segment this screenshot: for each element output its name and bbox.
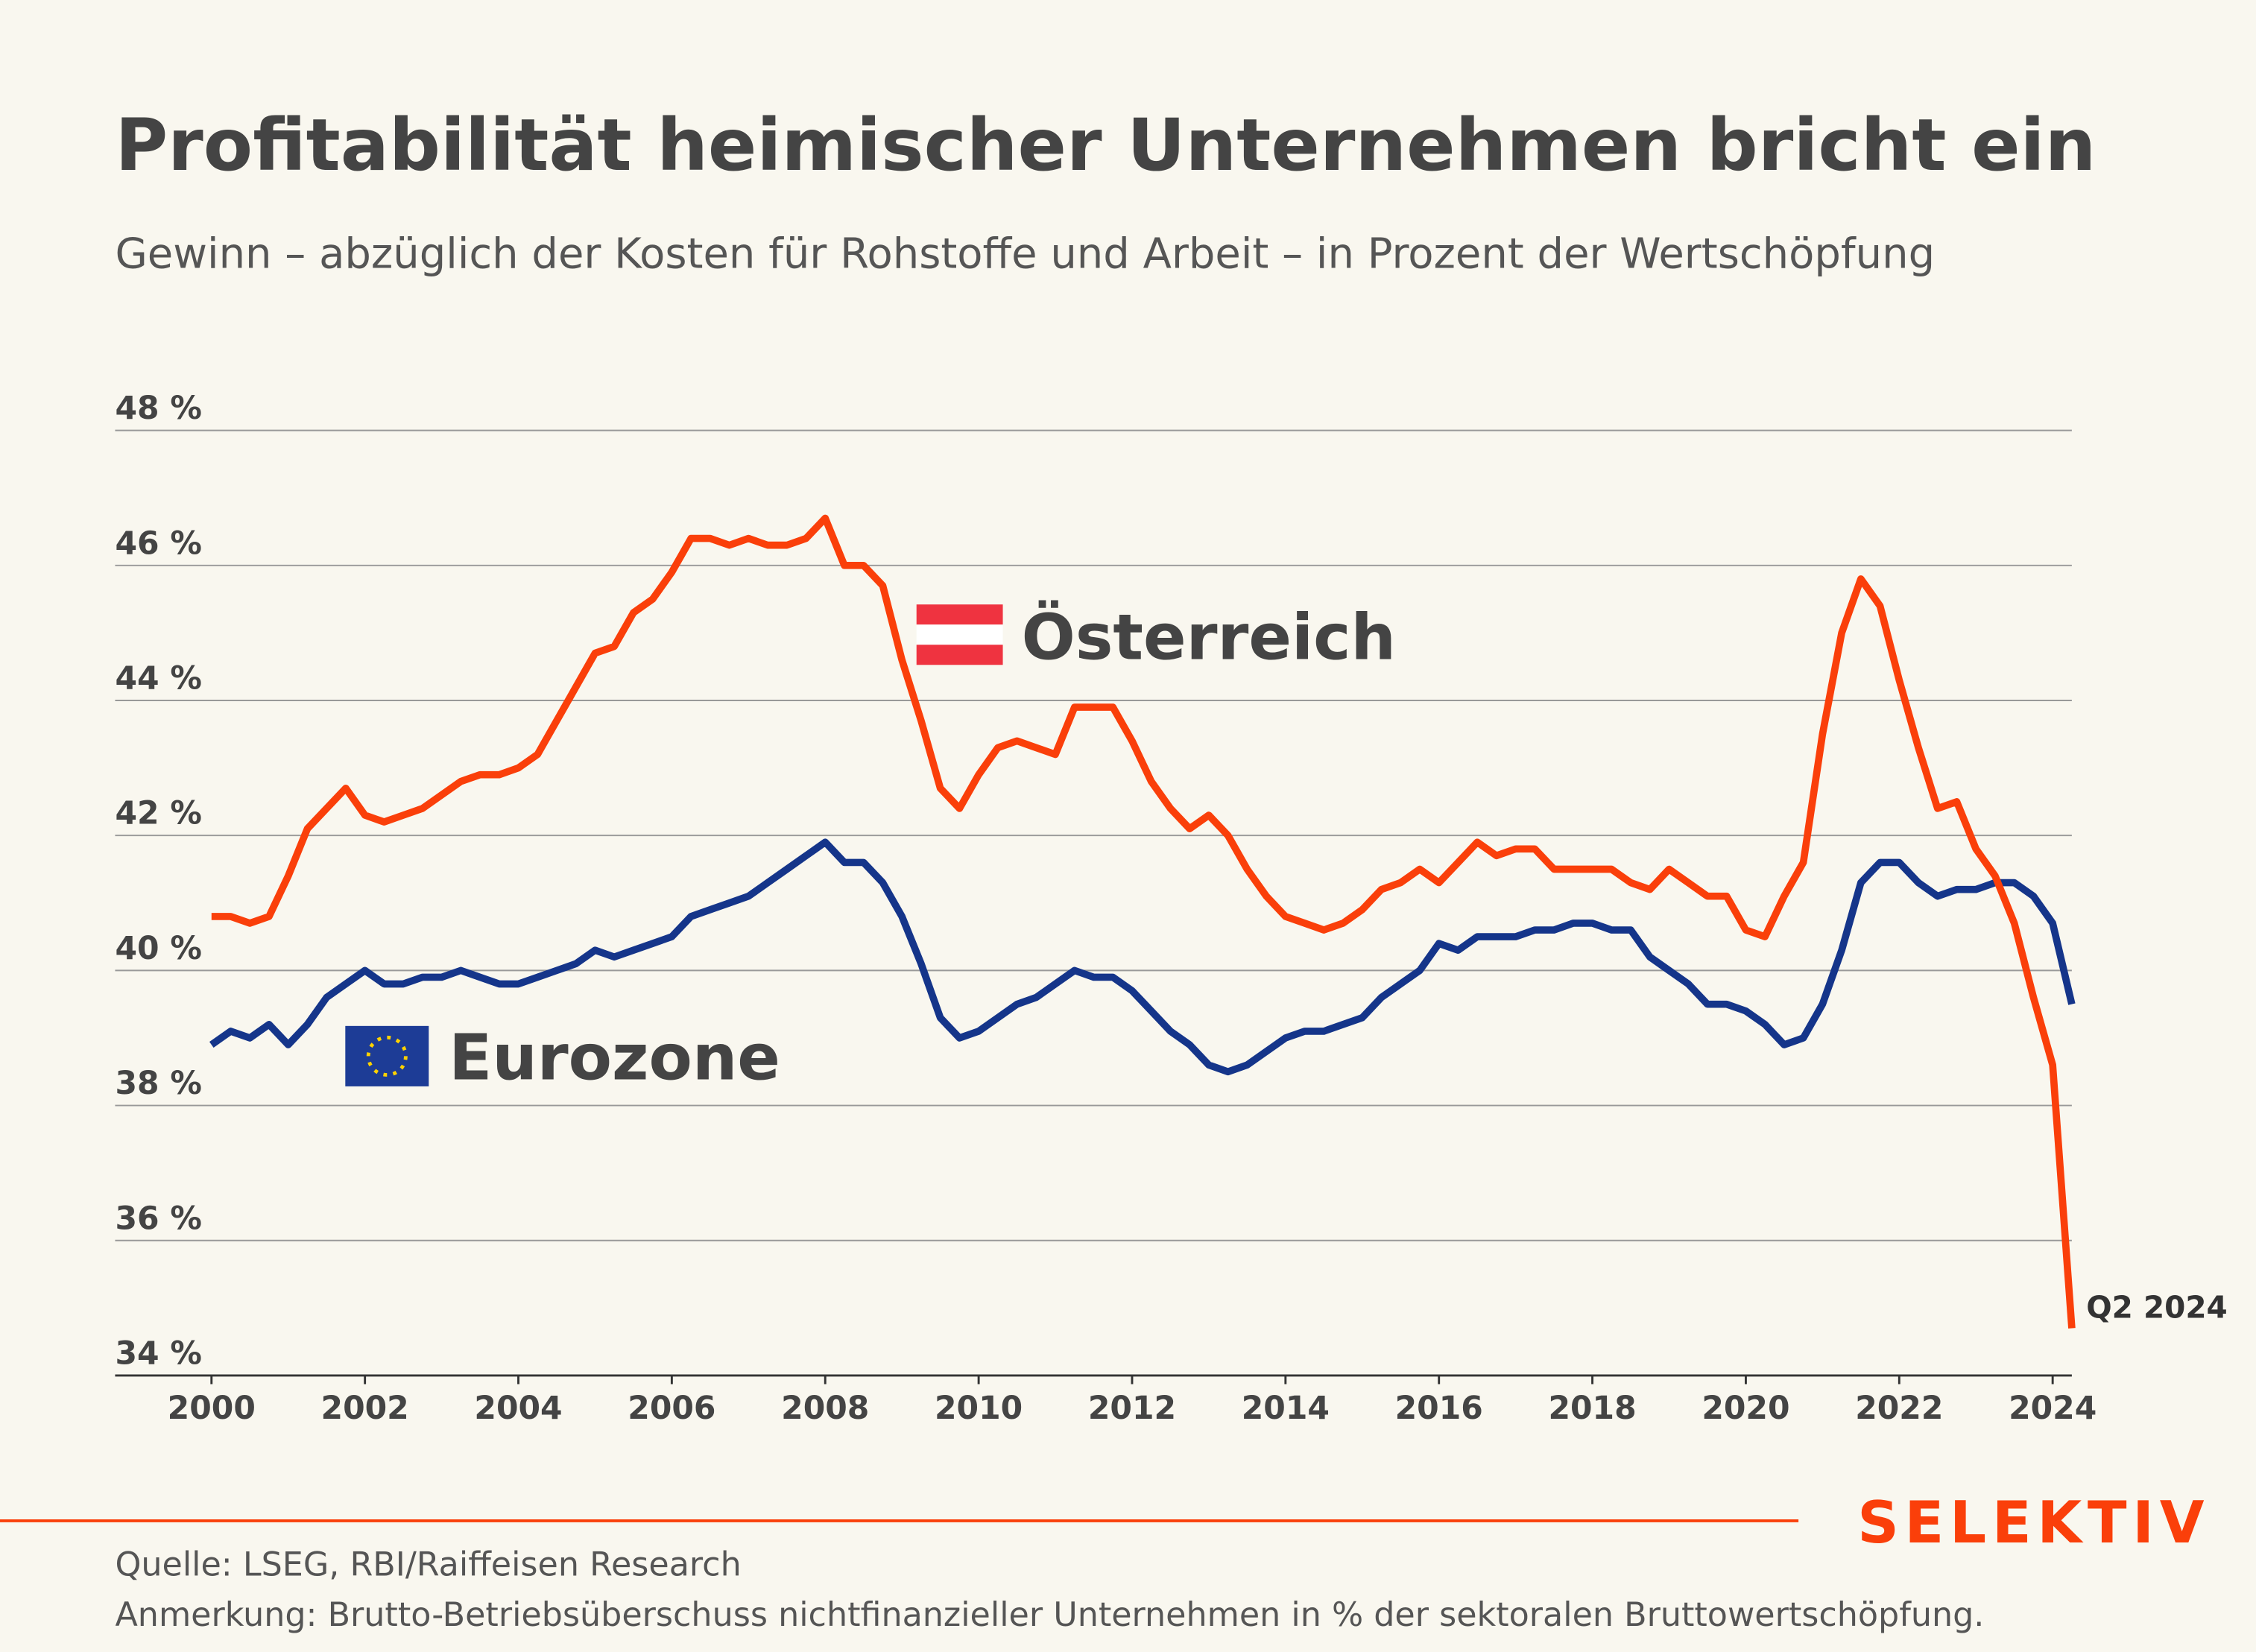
x-tick-label: 2022	[1855, 1390, 1943, 1427]
series-line	[209, 838, 2076, 1076]
y-tick-label: 48 %	[115, 390, 201, 427]
x-tick-label: 2024	[2009, 1390, 2097, 1427]
y-tick-label: 42 %	[115, 796, 201, 832]
x-tick-label: 2014	[1242, 1390, 1330, 1427]
annotation: Q2 2024	[2086, 1290, 2228, 1326]
x-tick-label: 2010	[935, 1390, 1023, 1427]
x-tick-label: 2020	[1702, 1390, 1789, 1427]
y-tick-label: 46 %	[115, 525, 201, 562]
y-tick-label: 40 %	[115, 931, 201, 967]
note: Anmerkung: Brutto-Betriebsüberschuss nic…	[115, 1596, 1984, 1634]
series-label: Eurozone	[449, 1021, 780, 1095]
x-tick-label: 2018	[1548, 1390, 1636, 1427]
x-tick-label: 2012	[1088, 1390, 1176, 1427]
x-tick-label: 2016	[1395, 1390, 1483, 1427]
x-tick-label: 2006	[628, 1390, 715, 1427]
y-tick-label: 38 %	[115, 1066, 201, 1102]
chart-title: Profitabilität heimischer Unternehmen br…	[115, 103, 2096, 187]
source: Quelle: LSEG, RBI/Raiffeisen Research	[115, 1545, 741, 1583]
plot-area: 34 % 36 % 38 % 40 % 42 % 44 % 46 % 48 % 2000 2002…	[115, 390, 2097, 1427]
flag-austria	[916, 604, 1003, 665]
x-tick-label: 2002	[321, 1390, 409, 1427]
flag-eu	[345, 1025, 429, 1086]
y-tick-label: 34 %	[115, 1336, 201, 1373]
series-label: Österreich	[1022, 600, 1396, 675]
x-tick-label: 2000	[168, 1390, 256, 1427]
chart-subtitle: Gewinn – abzüglich der Kosten für Rohsto…	[115, 230, 1935, 278]
y-tick-label: 44 %	[115, 661, 201, 697]
series-line	[211, 514, 2076, 1329]
x-tick-label: 2008	[781, 1390, 869, 1427]
y-tick-label: 36 %	[115, 1200, 201, 1237]
brand-logo: SELEKTIV	[1857, 1490, 2210, 1557]
x-tick-label: 2004	[474, 1390, 562, 1427]
